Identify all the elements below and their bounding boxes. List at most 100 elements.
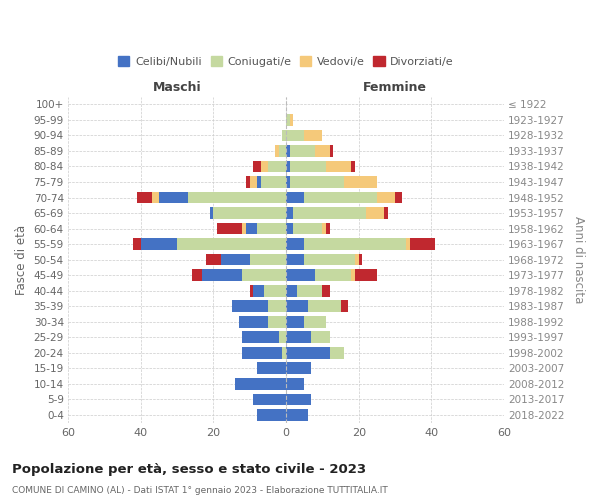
Bar xyxy=(253,285,264,296)
Bar xyxy=(264,285,286,296)
Text: COMUNE DI CAMINO (AL) - Dati ISTAT 1° gennaio 2023 - Elaborazione TUTTITALIA.IT: COMUNE DI CAMINO (AL) - Dati ISTAT 1° ge… xyxy=(12,486,388,495)
Bar xyxy=(242,347,283,358)
Bar xyxy=(152,192,159,203)
Bar xyxy=(279,145,286,157)
Bar xyxy=(177,238,286,250)
Bar xyxy=(133,238,140,250)
Bar xyxy=(326,160,352,172)
Bar xyxy=(322,285,329,296)
Bar xyxy=(283,130,286,141)
Y-axis label: Anni di nascita: Anni di nascita xyxy=(572,216,585,304)
Bar xyxy=(239,316,268,328)
Bar xyxy=(395,192,403,203)
Text: Femmine: Femmine xyxy=(363,82,427,94)
Bar xyxy=(286,332,311,343)
Bar xyxy=(286,378,304,390)
Bar xyxy=(359,254,362,266)
Bar xyxy=(290,176,344,188)
Bar xyxy=(286,223,293,234)
Bar xyxy=(352,270,355,281)
Bar xyxy=(322,223,326,234)
Bar xyxy=(286,409,308,420)
Bar xyxy=(293,207,366,219)
Bar xyxy=(257,409,286,420)
Bar xyxy=(257,176,260,188)
Bar xyxy=(140,238,177,250)
Bar xyxy=(214,207,286,219)
Bar xyxy=(191,270,202,281)
Bar xyxy=(250,176,257,188)
Bar xyxy=(286,238,304,250)
Bar xyxy=(304,316,326,328)
Bar xyxy=(315,270,352,281)
Text: Maschi: Maschi xyxy=(153,82,202,94)
Bar xyxy=(286,176,290,188)
Bar xyxy=(286,114,290,126)
Y-axis label: Fasce di età: Fasce di età xyxy=(15,224,28,294)
Bar xyxy=(326,223,329,234)
Bar xyxy=(242,332,279,343)
Bar xyxy=(206,254,221,266)
Bar xyxy=(246,176,250,188)
Bar xyxy=(286,130,304,141)
Bar xyxy=(304,254,355,266)
Bar xyxy=(286,145,290,157)
Bar xyxy=(279,332,286,343)
Bar xyxy=(308,300,341,312)
Bar xyxy=(406,238,410,250)
Bar xyxy=(286,254,304,266)
Bar xyxy=(137,192,152,203)
Bar xyxy=(286,207,293,219)
Bar xyxy=(341,300,348,312)
Bar xyxy=(257,223,286,234)
Bar xyxy=(315,145,329,157)
Bar xyxy=(286,192,304,203)
Bar xyxy=(355,254,359,266)
Bar xyxy=(311,332,329,343)
Bar xyxy=(268,160,286,172)
Bar xyxy=(250,254,286,266)
Bar xyxy=(246,223,257,234)
Bar xyxy=(329,145,334,157)
Bar xyxy=(290,114,293,126)
Bar xyxy=(286,316,304,328)
Bar xyxy=(286,394,311,405)
Bar xyxy=(286,347,329,358)
Bar xyxy=(202,270,242,281)
Bar xyxy=(344,176,377,188)
Bar xyxy=(250,285,253,296)
Bar xyxy=(260,176,286,188)
Bar xyxy=(268,300,286,312)
Legend: Celibi/Nubili, Coniugati/e, Vedovi/e, Divorziati/e: Celibi/Nubili, Coniugati/e, Vedovi/e, Di… xyxy=(114,52,458,72)
Bar xyxy=(253,394,286,405)
Bar xyxy=(275,145,279,157)
Bar xyxy=(286,300,308,312)
Bar xyxy=(253,160,260,172)
Bar xyxy=(297,285,322,296)
Bar xyxy=(283,347,286,358)
Bar xyxy=(159,192,188,203)
Bar xyxy=(384,207,388,219)
Bar xyxy=(410,238,435,250)
Bar xyxy=(210,207,214,219)
Bar xyxy=(286,270,315,281)
Bar xyxy=(304,130,322,141)
Bar xyxy=(293,223,322,234)
Bar xyxy=(366,207,384,219)
Bar xyxy=(232,300,268,312)
Bar xyxy=(235,378,286,390)
Bar xyxy=(268,316,286,328)
Bar xyxy=(329,347,344,358)
Bar xyxy=(260,160,268,172)
Bar xyxy=(242,223,246,234)
Bar xyxy=(286,362,311,374)
Bar xyxy=(290,145,315,157)
Bar xyxy=(188,192,286,203)
Bar xyxy=(290,160,326,172)
Bar xyxy=(352,160,355,172)
Bar xyxy=(257,362,286,374)
Bar xyxy=(242,270,286,281)
Bar xyxy=(304,192,377,203)
Bar xyxy=(286,160,290,172)
Text: Popolazione per età, sesso e stato civile - 2023: Popolazione per età, sesso e stato civil… xyxy=(12,462,366,475)
